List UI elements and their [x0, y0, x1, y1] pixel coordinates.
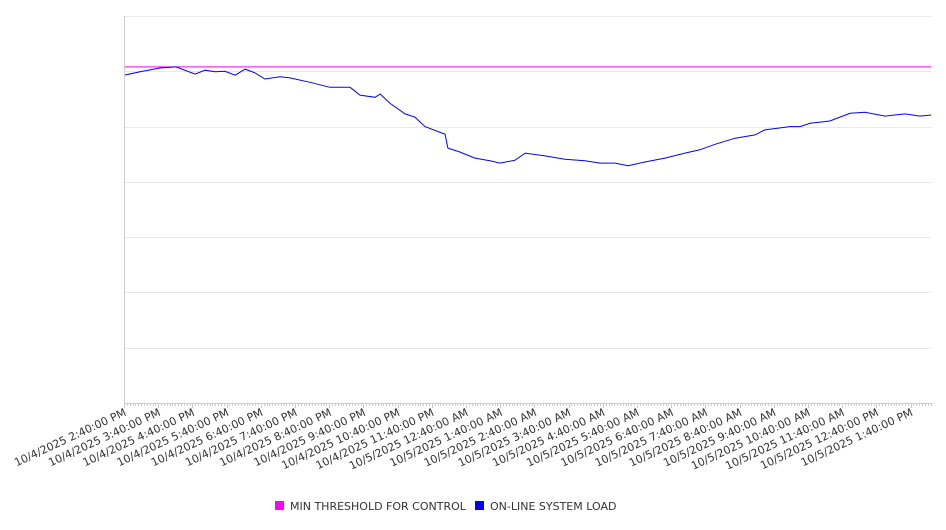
legend-swatch	[475, 501, 484, 510]
series-lines	[123, 66, 932, 167]
legend-label[interactable]: ON-LINE SYSTEM LOAD	[490, 500, 616, 513]
legend: MIN THRESHOLD FOR CONTROL ON-LINE SYSTEM …	[275, 500, 616, 513]
series-line-online-system-load	[123, 66, 932, 167]
gridlines	[124, 16, 931, 349]
legend-swatch	[275, 501, 284, 510]
legend-label[interactable]: MIN THRESHOLD FOR CONTROL	[290, 500, 467, 513]
